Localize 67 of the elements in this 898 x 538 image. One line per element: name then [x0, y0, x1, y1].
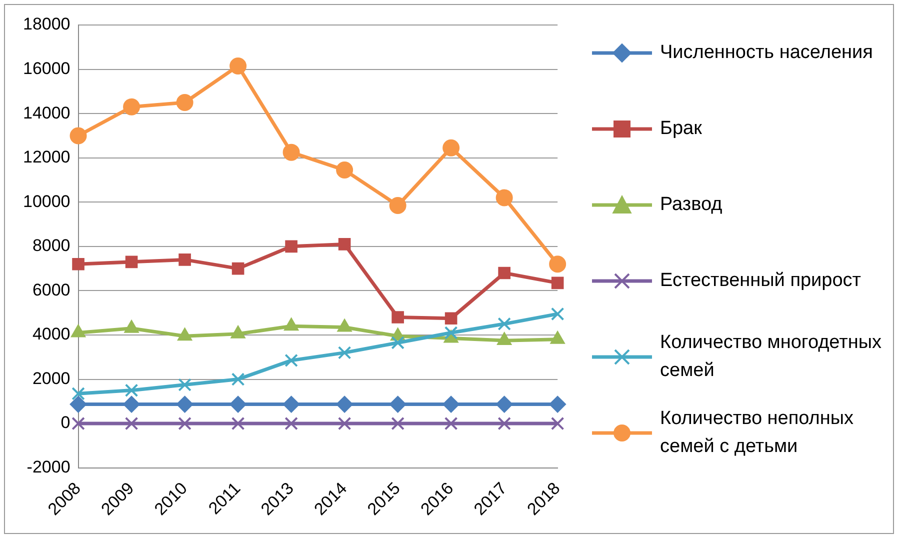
point — [72, 258, 84, 270]
point — [178, 378, 192, 392]
point — [392, 311, 404, 324]
point — [338, 416, 352, 430]
point — [70, 396, 87, 413]
point — [72, 416, 85, 430]
point — [442, 396, 460, 413]
y-tick-label: 10000 — [22, 192, 70, 211]
point — [498, 266, 510, 280]
y-tick-label: 14000 — [22, 103, 70, 122]
point — [550, 416, 564, 430]
y-tick-label: 12000 — [22, 148, 70, 167]
point — [70, 127, 87, 144]
point — [231, 416, 245, 430]
point — [176, 94, 194, 111]
point — [284, 354, 298, 368]
point — [230, 57, 247, 74]
point — [336, 396, 354, 413]
point — [178, 254, 191, 266]
point — [496, 396, 513, 413]
point — [496, 189, 513, 206]
point — [230, 396, 247, 413]
legend-label: Количество неполных семей с детьми — [660, 407, 855, 459]
point — [391, 416, 404, 430]
y-tick-label: -2000 — [26, 458, 70, 477]
point — [444, 312, 458, 325]
y-tick-label: 0 — [60, 413, 70, 432]
point — [498, 416, 511, 430]
point — [123, 396, 140, 413]
y-tick-label: 16000 — [22, 58, 70, 78]
point — [124, 384, 138, 397]
point — [125, 256, 138, 268]
y-tick-label: 8000 — [32, 236, 70, 256]
point — [176, 396, 194, 413]
legend-label: Естественный прирост — [660, 269, 862, 293]
legend-label: Развод — [660, 193, 722, 217]
y-tick-label: 6000 — [32, 280, 70, 300]
point — [338, 238, 351, 250]
point — [123, 98, 140, 116]
legend-label: Численность населения — [660, 41, 873, 65]
point — [231, 372, 245, 386]
point — [282, 396, 300, 413]
point — [442, 139, 460, 156]
point — [72, 387, 85, 400]
point — [282, 144, 300, 161]
point — [178, 416, 192, 430]
point — [232, 262, 244, 275]
point — [389, 196, 406, 214]
y-tick-label: 4000 — [32, 324, 70, 344]
point — [498, 317, 511, 331]
point — [389, 396, 406, 413]
point — [124, 416, 138, 430]
point — [284, 416, 298, 430]
point — [338, 346, 352, 360]
point — [549, 396, 566, 413]
y-tick-label: 2000 — [32, 368, 70, 388]
point — [336, 162, 354, 179]
y-tick-label: 18000 — [22, 14, 70, 34]
point — [391, 336, 404, 350]
legend-label: Количество многодетных семей — [660, 331, 882, 383]
point — [549, 256, 566, 273]
point — [444, 326, 458, 340]
point — [550, 307, 564, 321]
legend-label: Брак — [660, 117, 702, 141]
point — [285, 240, 298, 253]
point — [444, 416, 458, 430]
point — [551, 276, 564, 290]
